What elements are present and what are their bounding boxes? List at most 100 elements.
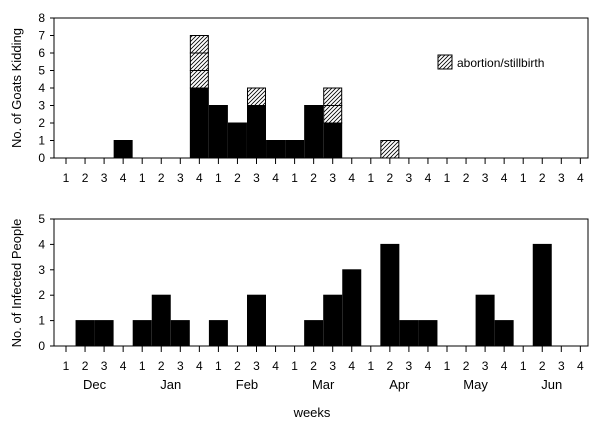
x-tick-label: 4	[577, 359, 584, 373]
x-tick-label: 2	[82, 359, 89, 373]
x-tick-label: 2	[463, 171, 470, 185]
goats-bar	[323, 122, 343, 159]
y-tick-label: 8	[38, 11, 45, 25]
goats-bar	[227, 122, 247, 159]
people-bar	[475, 294, 495, 347]
x-tick-label: 2	[387, 171, 394, 185]
x-tick-label: 2	[234, 171, 241, 185]
month-label: May	[463, 377, 488, 392]
x-tick-label: 1	[291, 359, 298, 373]
x-tick-label: 1	[444, 359, 451, 373]
people-bar	[494, 320, 514, 347]
x-tick-label: 2	[387, 359, 394, 373]
people-bar	[94, 320, 114, 347]
x-tick-label: 2	[310, 359, 317, 373]
x-tick-label: 1	[520, 359, 527, 373]
x-tick-label: 4	[501, 359, 508, 373]
x-tick-label: 4	[272, 359, 279, 373]
y-tick-label: 5	[38, 212, 45, 226]
y-tick-label: 6	[38, 46, 45, 60]
hatched-bar-segment	[247, 87, 266, 106]
x-tick-label: 2	[310, 171, 317, 185]
x-tick-label: 4	[272, 171, 279, 185]
people-y-axis-title: No. of Infected People	[9, 219, 24, 348]
x-tick-label: 3	[329, 359, 336, 373]
y-tick-label: 4	[38, 81, 45, 95]
x-tick-label: 3	[558, 171, 565, 185]
goats-bar	[304, 105, 324, 159]
x-tick-label: 4	[425, 359, 432, 373]
people-bar	[323, 294, 343, 347]
x-tick-label: 3	[482, 171, 489, 185]
people-bar	[304, 320, 324, 347]
x-tick-label: 3	[177, 359, 184, 373]
month-label: Feb	[236, 377, 258, 392]
goats-bar	[266, 140, 286, 159]
x-tick-label: 4	[348, 359, 355, 373]
x-tick-label: 3	[558, 359, 565, 373]
x-tick-label: 4	[501, 171, 508, 185]
hatched-bar-segment	[380, 140, 400, 159]
y-tick-label: 5	[38, 64, 45, 78]
x-tick-label: 2	[82, 171, 89, 185]
x-tick-label: 3	[406, 171, 413, 185]
x-tick-label: 2	[463, 359, 470, 373]
x-tick-label: 1	[63, 171, 70, 185]
y-tick-label: 3	[38, 99, 45, 113]
goats-bar	[247, 105, 266, 159]
x-tick-label: 3	[253, 359, 260, 373]
goats-bar	[189, 87, 209, 159]
x-tick-label: 4	[196, 171, 203, 185]
x-tick-label: 2	[158, 171, 165, 185]
y-tick-label: 2	[38, 116, 45, 130]
people-bar	[170, 320, 190, 347]
goats-bar	[113, 140, 133, 159]
x-tick-label: 1	[215, 359, 222, 373]
x-tick-label: 1	[367, 359, 374, 373]
legend-hatched-swatch	[437, 54, 453, 70]
people-bar	[399, 320, 419, 347]
x-tick-label: 4	[348, 171, 355, 185]
x-tick-label: 1	[520, 171, 527, 185]
x-tick-label: 4	[120, 359, 127, 373]
month-label: Apr	[389, 377, 410, 392]
x-tick-label: 3	[253, 171, 260, 185]
x-tick-label: 2	[539, 359, 546, 373]
y-tick-label: 7	[38, 29, 45, 43]
x-tick-label: 1	[139, 171, 146, 185]
hatched-bar-segment	[189, 70, 209, 89]
y-tick-label: 4	[38, 237, 45, 251]
x-tick-label: 4	[425, 171, 432, 185]
x-tick-label: 1	[139, 359, 146, 373]
x-tick-label: 1	[291, 171, 298, 185]
hatched-bar-segment	[323, 105, 343, 124]
y-tick-label: 1	[38, 134, 45, 148]
month-label: Jan	[160, 377, 181, 392]
month-label: Jun	[541, 377, 562, 392]
x-tick-label: 2	[539, 171, 546, 185]
x-tick-label: 2	[158, 359, 165, 373]
people-bar	[380, 243, 400, 347]
month-label: Dec	[83, 377, 107, 392]
x-tick-label: 3	[101, 171, 108, 185]
people-bar	[418, 320, 438, 347]
x-tick-label: 1	[215, 171, 222, 185]
hatched-bar-segment	[323, 87, 343, 106]
y-tick-label: 1	[38, 314, 45, 328]
people-bar	[532, 243, 552, 347]
y-tick-label: 2	[38, 288, 45, 302]
y-tick-label: 0	[38, 151, 45, 165]
x-tick-label: 4	[577, 171, 584, 185]
goats-y-axis-title: No. of Goats Kidding	[9, 28, 24, 148]
x-tick-label: 3	[406, 359, 413, 373]
x-tick-label: 1	[367, 171, 374, 185]
chart-legend: abortion/stillbirth	[437, 54, 544, 70]
x-tick-label: 1	[444, 171, 451, 185]
legend-label: abortion/stillbirth	[457, 56, 544, 70]
x-tick-label: 3	[329, 171, 336, 185]
x-tick-label: 2	[234, 359, 241, 373]
people-bar	[247, 294, 266, 347]
month-label: Mar	[312, 377, 335, 392]
